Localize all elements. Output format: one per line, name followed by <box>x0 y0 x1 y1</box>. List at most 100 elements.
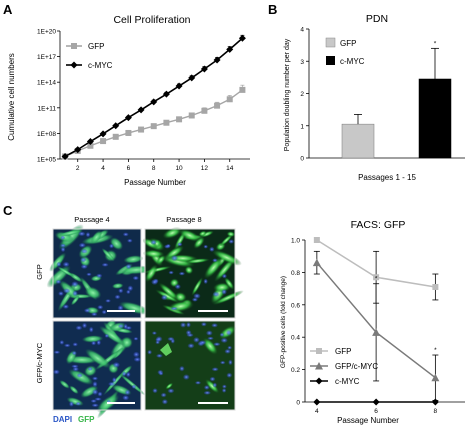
nucleus <box>193 337 200 343</box>
chart-c-legend-gfp: GFP <box>335 347 351 356</box>
chart-a-legend: GFP c-MYC <box>66 42 113 70</box>
data-point <box>373 274 380 281</box>
cell <box>198 230 207 237</box>
cell <box>162 227 183 239</box>
cell <box>226 231 236 238</box>
nucleus <box>167 388 175 394</box>
nucleus <box>92 389 99 395</box>
nucleus <box>91 403 99 408</box>
cell <box>212 290 244 306</box>
data-point <box>313 398 321 406</box>
data-point <box>188 74 196 82</box>
data-point <box>200 65 208 73</box>
data-point <box>61 152 69 160</box>
nucleus <box>203 244 208 249</box>
cell <box>80 385 99 398</box>
nucleus <box>180 322 187 328</box>
y-tick-label: 0.2 <box>291 367 300 374</box>
data-point <box>125 129 132 136</box>
nucleus <box>228 239 234 244</box>
nucleus <box>96 273 103 278</box>
nucleus <box>118 324 124 328</box>
data-point <box>312 258 321 267</box>
nucleus <box>64 343 71 348</box>
data-point <box>313 237 320 243</box>
nucleus <box>82 322 87 329</box>
cell <box>184 258 211 264</box>
nucleus <box>87 367 93 371</box>
data-point <box>150 98 158 106</box>
nucleus <box>212 258 218 263</box>
y-tick-label: 0.6 <box>291 302 300 309</box>
nucleus <box>151 279 158 285</box>
nucleus <box>69 401 74 407</box>
data-point <box>188 112 195 119</box>
nucleus <box>127 285 134 292</box>
nucleus <box>199 340 207 345</box>
cell <box>111 282 124 289</box>
nucleus <box>219 332 225 337</box>
cell <box>57 229 83 237</box>
nucleus <box>201 322 207 327</box>
nucleus <box>71 364 79 368</box>
data-point <box>239 86 246 93</box>
nucleus <box>220 360 226 365</box>
nucleus <box>127 238 133 243</box>
nucleus <box>209 246 215 252</box>
legend-gfp-marker <box>316 348 322 354</box>
nucleus <box>178 271 185 276</box>
nucleus <box>195 381 201 385</box>
cell <box>158 282 179 301</box>
chart-a-y-ticks: 1E+05 1E+08 1E+11 1E+14 1E+17 1E+20 <box>37 29 60 164</box>
y-tick-label: 3 <box>300 59 304 66</box>
cell <box>70 295 80 306</box>
nucleus <box>114 294 121 300</box>
nucleus <box>58 291 64 296</box>
nucleus <box>97 391 103 397</box>
nucleus <box>109 243 114 249</box>
nucleus <box>126 371 131 377</box>
data-point <box>99 130 107 138</box>
nucleus <box>133 351 140 358</box>
significance-mark: * <box>434 40 437 47</box>
data-point <box>214 102 221 109</box>
significance-mark: * <box>434 347 437 354</box>
nucleus <box>104 333 109 338</box>
cell <box>99 325 126 346</box>
data-point <box>372 328 381 336</box>
data-point <box>162 90 170 98</box>
data-point <box>87 142 94 149</box>
nucleus <box>161 294 168 301</box>
cell <box>156 255 166 265</box>
nucleus <box>118 288 124 294</box>
legend-cmyc-marker <box>315 377 323 385</box>
nucleus <box>112 362 120 368</box>
chart-a-title: Cell Proliferation <box>113 14 190 26</box>
nucleus <box>126 289 131 294</box>
nucleus <box>53 369 60 375</box>
chart-c-legend-gfpcmyc: GFP/c-MYC <box>335 362 378 371</box>
nucleus <box>80 257 87 263</box>
data-point <box>86 138 94 146</box>
nucleus <box>122 395 129 401</box>
nucleus <box>193 293 201 299</box>
cell <box>84 286 102 300</box>
data-point <box>175 82 183 90</box>
panel-letter-a: A <box>3 2 13 17</box>
panel-letter-b: B <box>268 2 277 17</box>
cell <box>90 230 103 244</box>
nucleus <box>183 374 190 380</box>
nucleus <box>174 284 181 290</box>
nucleus <box>62 304 69 309</box>
nucleus <box>221 289 227 295</box>
nucleus <box>124 389 131 395</box>
cell <box>211 249 242 266</box>
data-point <box>238 34 246 42</box>
data-point <box>112 122 120 130</box>
nucleus <box>177 242 183 247</box>
nucleus <box>212 291 220 297</box>
data-point <box>176 116 183 123</box>
cell <box>165 382 174 390</box>
legend-gfp-swatch <box>325 37 336 48</box>
chart-a-x-ticks: 2 4 6 8 10 12 14 <box>76 159 234 172</box>
